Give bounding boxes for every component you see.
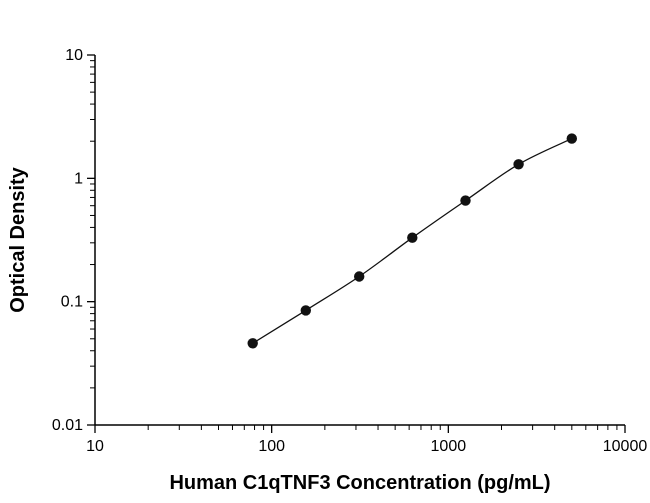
y-tick-label: 1 (74, 170, 83, 187)
y-tick-label: 0.1 (61, 294, 83, 311)
y-axis-title: Optical Density (7, 166, 29, 312)
data-series-layer (247, 133, 577, 349)
data-point (300, 305, 311, 316)
data-point (407, 232, 418, 243)
data-point (513, 159, 524, 170)
y-tick-label: 0.01 (52, 417, 83, 434)
data-point (354, 271, 365, 282)
y-tick-label: 10 (65, 47, 83, 64)
x-tick-label: 100 (258, 438, 285, 455)
x-tick-label: 10 (86, 438, 104, 455)
x-axis-title: Human C1qTNF3 Concentration (pg/mL) (169, 472, 550, 494)
x-tick-label: 10000 (603, 438, 648, 455)
axes-layer: 10 100 1000 10000 0.01 0.1 1 10 (52, 47, 647, 455)
data-point (247, 338, 258, 349)
x-tick-label: 1000 (431, 438, 467, 455)
data-point (460, 195, 471, 206)
data-point (566, 133, 577, 144)
